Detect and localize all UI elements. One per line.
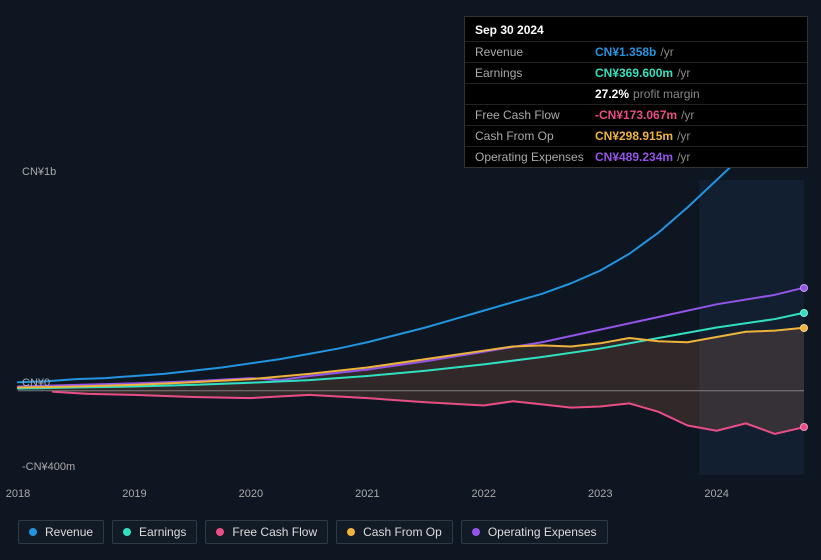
marker-cfo: [800, 324, 808, 332]
legend-item-fcf[interactable]: Free Cash Flow: [205, 520, 328, 544]
legend-item-earnings[interactable]: Earnings: [112, 520, 197, 544]
tooltip-value: CN¥369.600m: [595, 65, 673, 81]
tooltip-value: CN¥1.358b: [595, 44, 656, 60]
tooltip-value: 27.2%: [595, 86, 629, 102]
legend-label: Operating Expenses: [488, 525, 597, 539]
legend-label: Cash From Op: [363, 525, 442, 539]
tooltip-row: Operating ExpensesCN¥489.234m/yr: [465, 146, 807, 167]
marker-opex: [800, 284, 808, 292]
x-tick-label: 2024: [704, 488, 728, 500]
tooltip-label: Operating Expenses: [475, 149, 595, 165]
tooltip-row: RevenueCN¥1.358b/yr: [465, 41, 807, 62]
hover-tooltip: Sep 30 2024RevenueCN¥1.358b/yrEarningsCN…: [464, 16, 808, 168]
legend-dot-icon: [347, 528, 355, 536]
tooltip-date: Sep 30 2024: [465, 21, 807, 41]
x-tick-label: 2023: [588, 488, 612, 500]
legend-dot-icon: [216, 528, 224, 536]
x-tick-label: 2022: [472, 488, 496, 500]
legend-label: Free Cash Flow: [232, 525, 317, 539]
legend-label: Earnings: [139, 525, 186, 539]
tooltip-label: Cash From Op: [475, 128, 595, 144]
tooltip-label: Earnings: [475, 65, 595, 81]
x-tick-label: 2021: [355, 488, 379, 500]
tooltip-suffix: /yr: [681, 107, 694, 123]
tooltip-label: [475, 86, 595, 102]
marker-fcf: [800, 423, 808, 431]
tooltip-row: 27.2%profit margin: [465, 83, 807, 104]
legend-dot-icon: [29, 528, 37, 536]
x-tick-label: 2018: [6, 488, 30, 500]
tooltip-label: Free Cash Flow: [475, 107, 595, 123]
tooltip-suffix: /yr: [677, 65, 690, 81]
legend-label: Revenue: [45, 525, 93, 539]
y-tick-label: -CN¥400m: [22, 461, 75, 473]
legend-item-revenue[interactable]: Revenue: [18, 520, 104, 544]
tooltip-suffix: /yr: [677, 128, 690, 144]
legend-dot-icon: [472, 528, 480, 536]
legend-item-cfo[interactable]: Cash From Op: [336, 520, 453, 544]
tooltip-suffix: /yr: [677, 149, 690, 165]
y-tick-label: CN¥1b: [22, 166, 56, 178]
tooltip-row: Free Cash Flow-CN¥173.067m/yr: [465, 104, 807, 125]
y-tick-label: CN¥0: [22, 377, 50, 389]
tooltip-suffix: /yr: [660, 44, 673, 60]
tooltip-row: EarningsCN¥369.600m/yr: [465, 62, 807, 83]
legend-dot-icon: [123, 528, 131, 536]
x-tick-label: 2019: [122, 488, 146, 500]
marker-earnings: [800, 309, 808, 317]
legend: Revenue Earnings Free Cash Flow Cash From O…: [18, 520, 608, 544]
tooltip-suffix: profit margin: [633, 86, 700, 102]
tooltip-value: CN¥489.234m: [595, 149, 673, 165]
tooltip-value: CN¥298.915m: [595, 128, 673, 144]
tooltip-label: Revenue: [475, 44, 595, 60]
x-tick-label: 2020: [239, 488, 263, 500]
legend-item-opex[interactable]: Operating Expenses: [461, 520, 608, 544]
tooltip-row: Cash From OpCN¥298.915m/yr: [465, 125, 807, 146]
tooltip-value: -CN¥173.067m: [595, 107, 677, 123]
